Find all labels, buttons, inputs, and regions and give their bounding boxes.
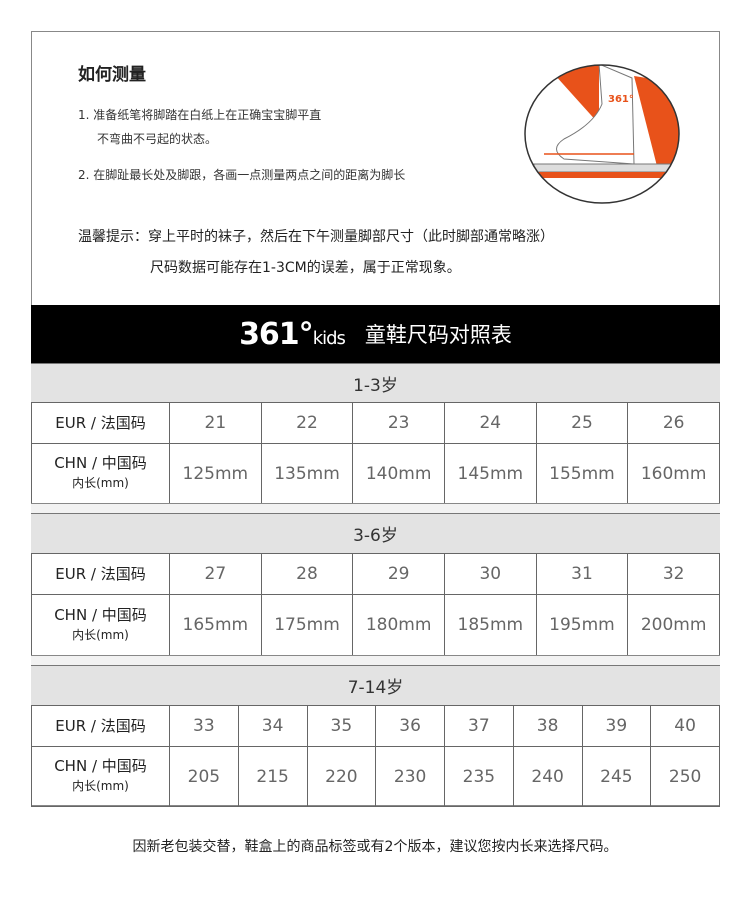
chn-row: CHN / 中国码 内长(mm) 125mm 135mm 140mm 145mm 155mm…	[31, 443, 720, 504]
chn-size-cell: 175mm	[260, 594, 354, 656]
eur-label: EUR / 法国码	[31, 402, 170, 444]
chn-label: CHN / 中国码 内长(mm)	[31, 443, 170, 504]
eur-size-cell: 33	[169, 705, 239, 747]
eur-size-cell: 23	[352, 402, 445, 444]
step-1: 1. 准备纸笔将脚踏在白纸上在正确宝宝脚平直	[78, 108, 322, 122]
chart-title: 童鞋尺码对照表	[364, 323, 512, 347]
chn-size-cell: 200mm	[627, 594, 720, 656]
eur-label: EUR / 法国码	[31, 553, 170, 595]
footer-note: 因新老包装交替，鞋盒上的商品标签或有2个版本，建议您按内长来选择尺码。	[132, 839, 618, 855]
eur-row: EUR / 法国码 33 34 35 36 37 38 39 40	[31, 705, 720, 747]
chn-size-cell: 250	[650, 746, 720, 807]
eur-size-cell: 28	[260, 553, 354, 595]
eur-row: EUR / 法国码 27 28 29 30 31 32	[31, 553, 720, 595]
eur-size-cell: 31	[535, 553, 629, 595]
eur-size-cell: 36	[375, 705, 445, 747]
age-section-header: 7-14岁	[31, 665, 720, 706]
chn-size-cell: 155mm	[535, 443, 629, 504]
step-1-cont: 不弯曲不弓起的状态。	[97, 132, 218, 146]
chn-size-cell: 235	[444, 746, 514, 807]
eur-size-cell: 26	[627, 402, 720, 444]
eur-label: EUR / 法国码	[31, 705, 170, 747]
chn-size-cell: 215	[237, 746, 308, 807]
age-section-header: 3-6岁	[31, 513, 720, 554]
eur-size-cell: 35	[306, 705, 377, 747]
chn-size-cell: 180mm	[352, 594, 445, 656]
eur-size-cell: 30	[443, 553, 537, 595]
tip-line-2: 尺码数据可能存在1-3CM的误差，属于正常现象。	[150, 260, 461, 276]
eur-size-cell: 25	[535, 402, 629, 444]
chn-size-cell: 160mm	[627, 443, 720, 504]
chn-size-cell: 135mm	[260, 443, 354, 504]
eur-row: EUR / 法国码 21 22 23 24 25 26	[31, 402, 720, 444]
eur-size-cell: 24	[443, 402, 537, 444]
eur-size-cell: 40	[650, 705, 720, 747]
eur-size-cell: 39	[581, 705, 652, 747]
chn-size-cell: 230	[375, 746, 445, 807]
illustration-logo: 361°	[608, 94, 634, 105]
size-table: EUR / 法国码 33 34 35 36 37 38 39 40 CHN / 中国码 内长(mm)…	[31, 705, 720, 807]
eur-size-cell: 22	[260, 402, 354, 444]
chn-size-cell: 205	[169, 746, 239, 807]
chn-size-cell: 240	[512, 746, 583, 807]
eur-size-cell: 21	[169, 402, 262, 444]
chn-size-cell: 140mm	[352, 443, 445, 504]
chn-label: CHN / 中国码 内长(mm)	[31, 746, 170, 807]
section-gap	[31, 503, 720, 514]
chn-row: CHN / 中国码 内长(mm) 205 215 220 230 235 240 245 250	[31, 746, 720, 807]
foot-measure-illustration: 361°	[524, 64, 680, 204]
section-gap	[31, 655, 720, 666]
eur-size-cell: 38	[512, 705, 583, 747]
eur-size-cell: 37	[444, 705, 514, 747]
chn-size-cell: 220	[306, 746, 377, 807]
size-table: EUR / 法国码 21 22 23 24 25 26 CHN / 中国码 内长(mm) 125m…	[31, 402, 720, 504]
chn-size-cell: 245	[581, 746, 652, 807]
chn-size-cell: 165mm	[169, 594, 262, 656]
eur-size-cell: 32	[627, 553, 720, 595]
eur-size-cell: 27	[169, 553, 262, 595]
chn-row: CHN / 中国码 内长(mm) 165mm 175mm 180mm 185mm 195mm…	[31, 594, 720, 656]
chn-size-cell: 195mm	[535, 594, 629, 656]
eur-size-cell: 29	[352, 553, 445, 595]
measure-title: 如何测量	[78, 65, 146, 85]
age-section-header: 1-3岁	[31, 363, 720, 403]
step-2: 2. 在脚趾最长处及脚跟，各画一点测量两点之间的距离为脚长	[78, 168, 406, 182]
chn-size-cell: 125mm	[169, 443, 262, 504]
brand-logo: 361°kids	[239, 316, 346, 352]
size-table: EUR / 法国码 27 28 29 30 31 32 CHN / 中国码 内长(mm) 165m…	[31, 553, 720, 656]
chn-size-cell: 185mm	[443, 594, 537, 656]
chn-size-cell: 145mm	[443, 443, 537, 504]
tip-line-1: 温馨提示：穿上平时的袜子，然后在下午测量脚部尺寸（此时脚部通常略涨）	[78, 229, 554, 245]
eur-size-cell: 34	[237, 705, 308, 747]
chn-label: CHN / 中国码 内长(mm)	[31, 594, 170, 656]
chart-banner: 361°kids 童鞋尺码对照表	[31, 305, 720, 363]
